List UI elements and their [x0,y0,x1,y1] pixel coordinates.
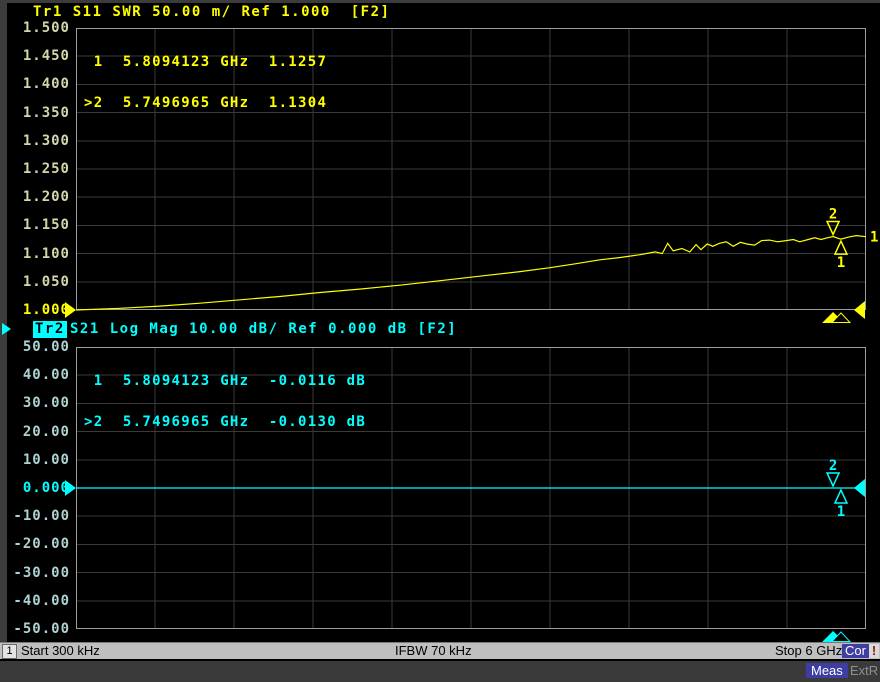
extref-status-label: ExtR [850,663,879,678]
tr1-axis-label: 1.400 [22,76,70,93]
tr1-axis-label: 1.150 [22,217,70,234]
tr1-axis-label: 1.300 [22,132,70,149]
marker2-readout-row: >2 5.7496965 GHz 1.1304 [84,94,328,111]
correction-status-badge[interactable]: Cor [842,644,869,658]
tr1-axis-label: 1.000 [22,302,70,318]
tr1-trace-line [75,234,867,311]
tr2-axis-label: -20.00 [13,536,70,553]
trace2-header[interactable]: Tr2 S21 Log Mag 10.00 dB/ Ref 0.000 dB [… [0,321,600,338]
tr2-axis-label: -50.00 [13,621,70,637]
trace1-header[interactable]: Tr1 S11 SWR 50.00 m/ Ref 1.000 [F2] [33,4,391,20]
marker-2-icon[interactable] [825,220,841,237]
tr2-axis-label: -10.00 [13,508,70,525]
trace-end-number: 1 [870,230,878,246]
inactive-marker-stimulus-icon[interactable] [830,631,852,642]
footer-status-bar: Meas ExtR [0,661,880,682]
marker1-readout-row: 1 5.8094123 GHz 1.1257 [84,54,328,70]
marker-readout-tr1: 1 5.8094123 GHz 1.1257 >2 5.7496965 GHz … [84,29,327,137]
stop-frequency-field[interactable]: Stop 6 GHz [775,643,843,658]
swr-plot-area[interactable]: 2 1 1 1 5.8094123 GHz 1.1257 >2 5.7496965 … [65,28,878,323]
swr-plot-canvas[interactable]: 2 1 1 [65,28,878,323]
alert-indicator: ! [869,644,879,658]
channel-number-box[interactable]: 1 [2,644,17,659]
status-bar: 1 Start 300 kHz IFBW 70 kHz Stop 6 GHz C… [0,642,880,659]
tr1-axis-label: 1.500 [22,20,70,36]
tr2-ref-pointer-right-icon[interactable] [854,479,865,497]
tr2-axis-label: 50.00 [22,339,70,355]
marker2-readout-row: >2 5.7496965 GHz -0.0130 dB [84,413,367,430]
tr1-axis-label: 1.250 [22,161,70,177]
tr1-axis-label: 1.450 [22,48,70,65]
marker-2-label: 2 [829,458,837,474]
tr2-axis-label: 20.00 [22,423,70,440]
marker-1-label: 1 [837,255,845,271]
plot-border [76,28,866,310]
marker-1-label: 1 [837,504,845,520]
window-left-border [0,0,7,642]
marker-1-icon[interactable] [833,488,849,504]
tr2-axis-label: 30.00 [22,395,70,412]
tr1-axis-label: 1.050 [22,273,70,290]
trace2-header-text: S21 Log Mag 10.00 dB/ Ref 0.000 dB [F2] [70,321,458,337]
window-top-border [0,0,880,3]
tr1-axis-label: 1.100 [22,245,70,262]
tr1-ref-pointer-right-icon[interactable] [854,301,865,319]
meas-status-badge[interactable]: Meas [806,663,848,678]
tr1-axis-label: 1.200 [22,189,70,206]
logmag-plot-canvas[interactable]: 21 [65,347,866,642]
trace2-badge[interactable]: Tr2 [33,321,67,338]
marker-2-label: 2 [829,206,837,222]
tr2-axis-label: -40.00 [13,592,70,609]
tr2-axis-label: 0.000 [22,480,70,496]
marker-readout-tr2: 1 5.8094123 GHz -0.0116 dB >2 5.7496965 … [84,348,366,456]
start-frequency-field[interactable]: Start 300 kHz [21,643,100,658]
tr1-ref-pointer-left-icon[interactable] [65,302,76,318]
marker-1-icon[interactable] [833,239,849,255]
tr1-axis-label: 1.350 [22,104,70,121]
inactive-marker-stimulus-icon[interactable] [830,312,852,323]
active-trace-arrow-icon [2,323,11,335]
tr2-axis-label: 40.00 [22,367,70,384]
tr2-axis-label: -30.00 [13,564,70,581]
marker1-readout-row: 1 5.8094123 GHz -0.0116 dB [84,373,367,389]
ifbw-field[interactable]: IFBW 70 kHz [395,643,472,658]
tr2-ref-pointer-left-icon[interactable] [65,480,76,496]
marker-2-icon[interactable] [825,472,841,488]
tr2-axis-label: 10.00 [22,451,70,468]
